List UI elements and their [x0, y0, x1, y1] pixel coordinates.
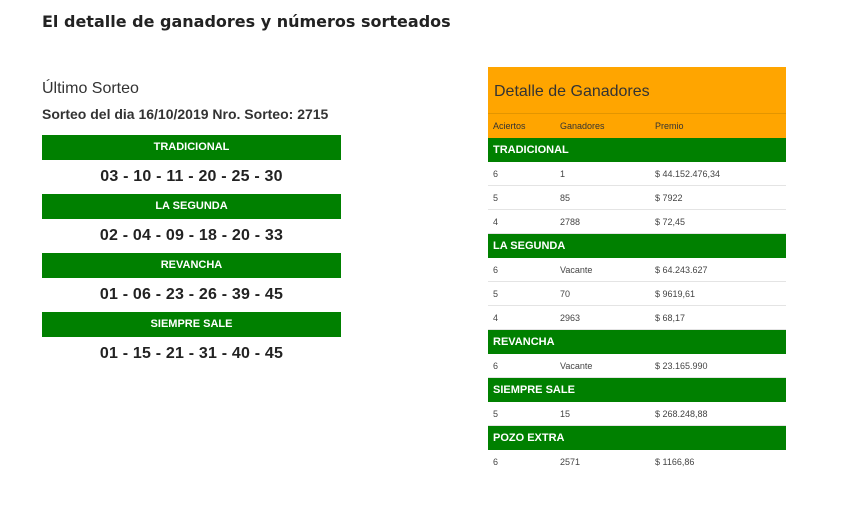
cell-aciertos: 6 [493, 265, 499, 275]
cell-premio: $ 68,17 [655, 313, 686, 323]
cell-aciertos: 4 [493, 313, 499, 323]
section-siempre-sale: SIEMPRE SALE [488, 378, 786, 402]
game-name-bar: TRADICIONAL [42, 135, 341, 160]
cell-ganadores: Vacante [560, 265, 593, 275]
game-block-revancha: REVANCHA 01 - 06 - 23 - 26 - 39 - 45 [42, 253, 341, 312]
cell-ganadores: Vacante [560, 361, 593, 371]
cell-aciertos: 5 [493, 289, 499, 299]
game-name-bar: REVANCHA [42, 253, 341, 278]
draw-info: Sorteo del dia 16/10/2019 Nro. Sorteo: 2… [42, 106, 329, 122]
game-block-la-segunda: LA SEGUNDA 02 - 04 - 09 - 18 - 20 - 33 [42, 194, 341, 253]
game-block-siempre-sale: SIEMPRE SALE 01 - 15 - 21 - 31 - 40 - 45 [42, 312, 341, 371]
game-block-tradicional: TRADICIONAL 03 - 10 - 11 - 20 - 25 - 30 [42, 135, 341, 194]
cell-aciertos: 6 [493, 361, 499, 371]
col-premio: Premio [655, 121, 684, 131]
drawn-numbers: 02 - 04 - 09 - 18 - 20 - 33 [99, 227, 284, 244]
table-row: 6 2571 $ 1166,86 [488, 450, 786, 474]
section-pozo-extra: POZO EXTRA [488, 426, 786, 450]
cell-aciertos: 6 [493, 169, 499, 179]
cell-ganadores: 1 [560, 169, 566, 179]
last-draw-panel: Último Sorteo Sorteo del dia 16/10/2019 … [42, 76, 341, 371]
table-row: 5 85 $ 7922 [488, 186, 786, 210]
table-row: 5 15 $ 268.248,88 [488, 402, 786, 426]
cell-aciertos: 6 [493, 457, 499, 467]
page-title: El detalle de ganadores y números sortea… [42, 12, 451, 31]
column-headers: Aciertos Ganadores Premio [488, 114, 786, 138]
drawn-numbers: 01 - 15 - 21 - 31 - 40 - 45 [99, 345, 284, 362]
cell-ganadores: 85 [560, 193, 571, 203]
table-row: 4 2963 $ 68,17 [488, 306, 786, 330]
cell-premio: $ 23.165.990 [655, 361, 708, 371]
game-name-bar: LA SEGUNDA [42, 194, 341, 219]
game-name-bar: SIEMPRE SALE [42, 312, 341, 337]
section-la-segunda: LA SEGUNDA [488, 234, 786, 258]
col-ganadores: Ganadores [560, 121, 605, 131]
section-revancha: REVANCHA [488, 330, 786, 354]
col-aciertos: Aciertos [493, 121, 526, 131]
winners-detail-panel: Detalle de Ganadores Aciertos Ganadores … [488, 67, 786, 474]
table-row: 6 1 $ 44.152.476,34 [488, 162, 786, 186]
cell-aciertos: 5 [493, 409, 499, 419]
cell-premio: $ 44.152.476,34 [655, 169, 721, 179]
winners-table-header: Detalle de Ganadores Aciertos Ganadores … [488, 67, 786, 138]
drawn-numbers: 03 - 10 - 11 - 20 - 25 - 30 [100, 168, 283, 185]
cell-premio: $ 7922 [655, 193, 683, 203]
cell-ganadores: 15 [560, 409, 571, 419]
table-row: 6 Vacante $ 64.243.627 [488, 258, 786, 282]
cell-premio: $ 72,45 [655, 217, 686, 227]
cell-premio: $ 64.243.627 [655, 265, 708, 275]
cell-premio: $ 1166,86 [655, 457, 695, 467]
section-tradicional: TRADICIONAL [488, 138, 786, 162]
cell-premio: $ 268.248,88 [655, 409, 708, 419]
cell-ganadores: 2788 [560, 217, 581, 227]
table-row: 4 2788 $ 72,45 [488, 210, 786, 234]
table-row: 5 70 $ 9619,61 [488, 282, 786, 306]
cell-aciertos: 4 [493, 217, 499, 227]
cell-premio: $ 9619,61 [655, 289, 696, 299]
cell-ganadores: 70 [560, 289, 571, 299]
winners-title: Detalle de Ganadores [488, 67, 786, 114]
cell-ganadores: 2571 [560, 457, 581, 467]
table-row: 6 Vacante $ 23.165.990 [488, 354, 786, 378]
drawn-numbers: 01 - 06 - 23 - 26 - 39 - 45 [99, 286, 284, 303]
cell-ganadores: 2963 [560, 313, 581, 323]
cell-aciertos: 5 [493, 193, 499, 203]
last-draw-label: Último Sorteo [42, 80, 139, 97]
